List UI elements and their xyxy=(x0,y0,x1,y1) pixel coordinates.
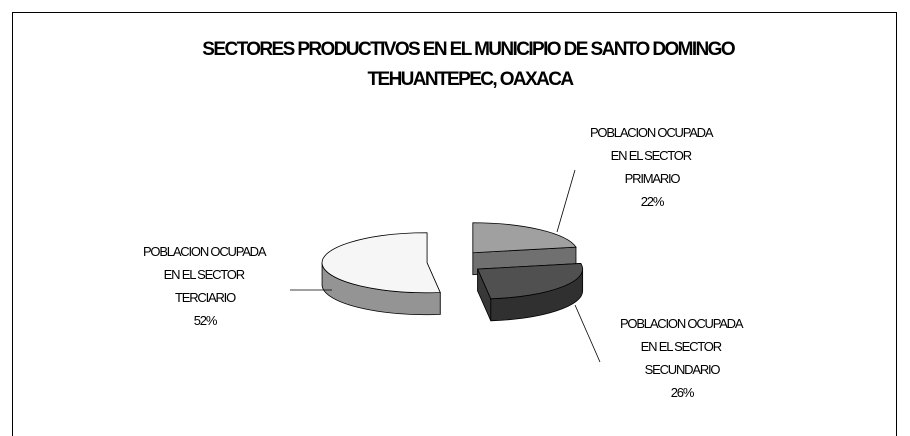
slice-top xyxy=(477,263,583,300)
slice-label: POBLACION OCUPADA EN EL SECTOR TERCIARIO xyxy=(143,244,267,305)
slice-label: POBLACION OCUPADA EN EL SECTOR PRIMARIO xyxy=(590,125,714,186)
slice-top xyxy=(321,232,441,294)
pie-slice xyxy=(321,232,441,316)
chart-frame xyxy=(12,12,897,436)
slice-top xyxy=(472,222,577,254)
leader-line xyxy=(574,304,601,363)
value-label: 26% xyxy=(671,385,695,400)
value-label: 22% xyxy=(641,194,665,209)
value-label: 52% xyxy=(194,313,218,328)
pie-slice xyxy=(477,263,584,322)
chart-title: SECTORES PRODUCTIVOS EN EL MUNICIPIO DE … xyxy=(202,39,737,90)
leader-line xyxy=(556,169,576,233)
slice-label: POBLACION OCUPADA EN EL SECTOR SECUNDARI… xyxy=(620,316,744,377)
